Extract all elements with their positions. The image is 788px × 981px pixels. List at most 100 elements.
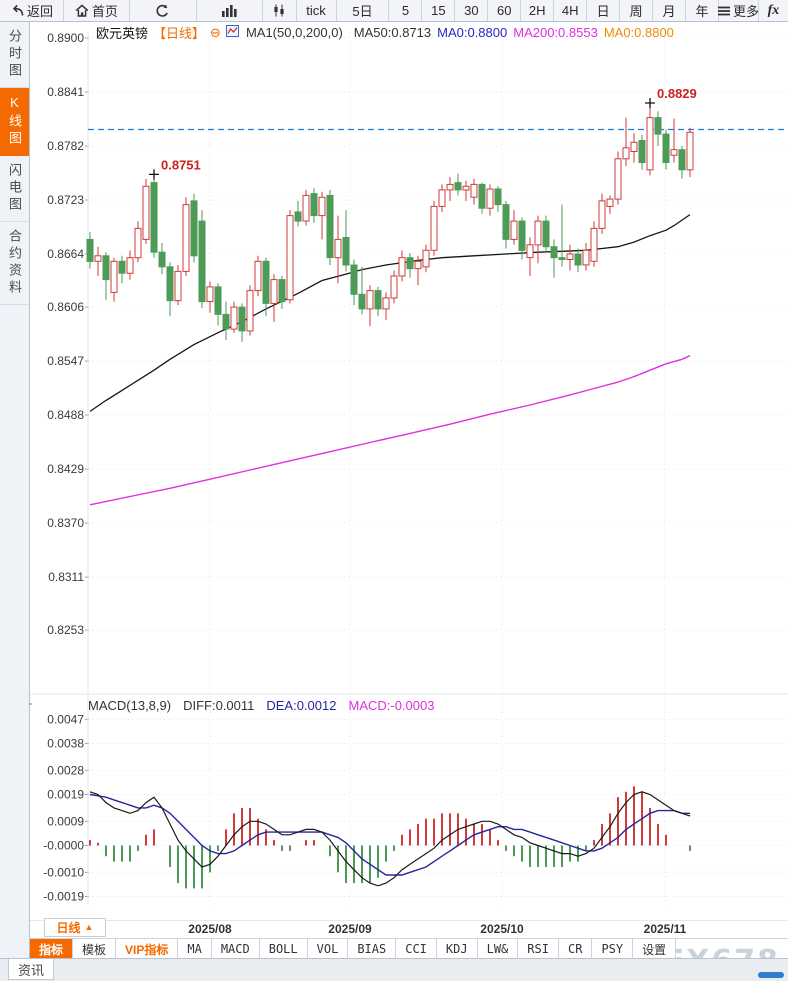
candle [150, 182, 158, 253]
interval-button-2H[interactable]: 2H [521, 0, 555, 21]
ma-value: MA0:0.8800 [437, 25, 508, 40]
bar-chart-view-button[interactable] [197, 0, 263, 21]
candle [670, 149, 678, 156]
interval-button-日[interactable]: 日 [587, 0, 621, 21]
indicator-tab-CR[interactable]: CR [558, 939, 593, 959]
candle [158, 251, 166, 268]
interval-button-月[interactable]: 月 [653, 0, 687, 21]
candle [326, 194, 334, 259]
candle [222, 313, 230, 330]
interval-button-4H[interactable]: 4H [554, 0, 588, 21]
sidebar-tab-contract-info[interactable]: 合约资料 [0, 222, 29, 305]
candle [390, 275, 398, 299]
home-icon [75, 4, 89, 17]
indicator-tab-CCI[interactable]: CCI [396, 939, 437, 959]
candle [494, 188, 502, 206]
interval-button-年[interactable]: 年 [686, 0, 719, 21]
refresh-button[interactable] [130, 0, 197, 21]
candle [630, 141, 638, 153]
indicator-tab-MA[interactable]: MA [178, 939, 212, 959]
sidebar-tab-lightning[interactable]: 闪电图 [0, 156, 29, 222]
period-dropdown-button[interactable]: 日线 ▲ [44, 918, 106, 937]
sidebar-tab-kline[interactable]: K线图 [0, 88, 29, 156]
candle [262, 260, 270, 304]
home-label: 首页 [91, 4, 118, 19]
five-day-interval-button[interactable]: 5日 [337, 0, 390, 21]
candle [190, 200, 198, 257]
indicator-tab-KDJ[interactable]: KDJ [436, 939, 478, 959]
interval-button-30[interactable]: 30 [455, 0, 489, 21]
collapse-circle-icon[interactable]: ⊖ [210, 25, 221, 40]
candle [422, 249, 430, 268]
sidebar-tab-timeshare[interactable]: 分时图 [0, 22, 29, 88]
price-axis-label: 0.8311 [48, 570, 84, 584]
ma-value: MA200:0.8553 [513, 25, 598, 40]
candle [542, 220, 550, 248]
indicator-tab-设置[interactable]: 设置 [633, 939, 677, 959]
ma200-line [89, 354, 691, 506]
ma-values: MA50:0.8713 MA0:0.8800 MA200:0.8553 MA0:0.8… [348, 25, 674, 40]
news-tab[interactable]: 资讯 [8, 959, 54, 980]
bar-chart-icon [221, 4, 238, 17]
candle [166, 266, 174, 302]
candle [142, 185, 150, 240]
candlestick-view-button[interactable] [263, 0, 297, 21]
candle [438, 189, 446, 207]
scroll-fragment [758, 972, 784, 978]
tick-interval-button[interactable]: tick [297, 0, 337, 21]
candle [478, 183, 486, 209]
candle [654, 117, 662, 135]
more-button[interactable]: 更多 [717, 0, 759, 21]
candle [454, 182, 462, 191]
interval-button-15[interactable]: 15 [422, 0, 456, 21]
price-axis-label: 0.8723 [47, 193, 84, 207]
macd-panel [89, 786, 691, 889]
indicator-tab-BOLL[interactable]: BOLL [259, 939, 308, 959]
interval-button-5[interactable]: 5 [389, 0, 423, 21]
indicator-tab-PSY[interactable]: PSY [592, 939, 634, 959]
candle [102, 255, 110, 281]
indicator-tab-LW&[interactable]: LW& [477, 939, 519, 959]
candle [534, 220, 542, 246]
interval-button-周[interactable]: 周 [620, 0, 654, 21]
news-label: 资讯 [17, 962, 44, 978]
candle [470, 183, 478, 198]
indicator-tab-VOL[interactable]: VOL [307, 939, 349, 959]
candle [446, 183, 454, 191]
back-icon [10, 4, 24, 17]
indicator-tab-RSI[interactable]: RSI [518, 939, 559, 959]
macd-axis-label: 0.0019 [47, 788, 84, 802]
indicator-tab-VIP指标[interactable]: VIP指标 [116, 939, 179, 959]
candle [246, 290, 254, 332]
home-button[interactable]: 首页 [64, 0, 130, 21]
candle [198, 220, 206, 303]
period-dropdown-label: 日线 [56, 921, 81, 935]
indicator-tab-指标[interactable]: 指标 [30, 939, 74, 959]
macd-title: MACD(13,8,9) [88, 698, 172, 713]
macd-axis-label: -0.0000 [43, 839, 84, 853]
tick-label: tick [306, 3, 326, 18]
ma-value: MA50:0.8713 [353, 25, 432, 40]
left-sidebar: 分时图 K线图 闪电图 合约资料 [0, 22, 30, 958]
macd-axis-label: -0.0010 [43, 865, 84, 879]
price-axis-label: 0.8488 [47, 408, 84, 422]
indicator-tab-MACD[interactable]: MACD [211, 939, 260, 959]
candle [342, 237, 350, 266]
fx-label: fx [767, 2, 780, 18]
interval-button-60[interactable]: 60 [488, 0, 522, 21]
candle [94, 255, 102, 262]
candle [558, 257, 566, 260]
candle [414, 260, 422, 270]
candle [118, 260, 126, 274]
price-macd-chart[interactable]: 0.8900 0.8841 0.8782 0.8723 0.8664 0.8606 0.85… [30, 22, 788, 922]
back-label: 返回 [26, 4, 53, 19]
ma50-line [89, 214, 691, 412]
candle [126, 257, 134, 274]
indicator-tab-模板[interactable]: 模板 [73, 939, 117, 959]
formula-button[interactable]: fx [759, 0, 788, 21]
candle [566, 253, 574, 260]
back-button[interactable]: 返回 [0, 0, 64, 21]
indicator-tab-BIAS[interactable]: BIAS [348, 939, 397, 959]
mini-chart-icon[interactable] [225, 25, 239, 40]
